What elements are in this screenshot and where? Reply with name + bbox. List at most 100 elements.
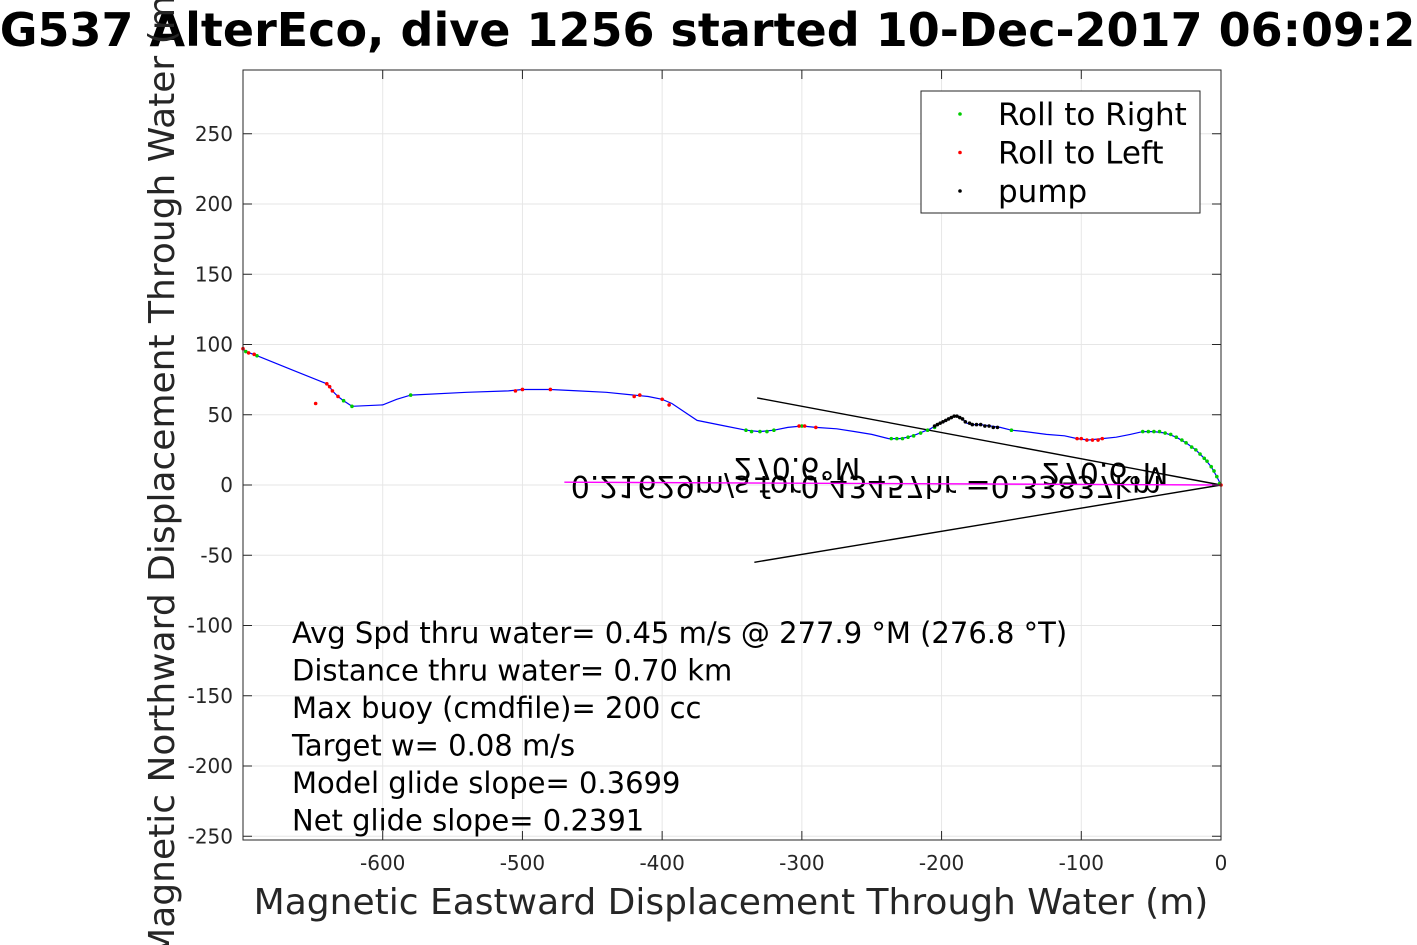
roll-right-point (1168, 432, 1173, 437)
roll-left-point (797, 424, 801, 428)
roll-left-point (1090, 438, 1095, 442)
legend-label: Roll to Right (998, 97, 1187, 133)
annotation-line: Max buoy (cmdfile)= 200 cc (292, 691, 701, 725)
y-tick-label: 250 (195, 122, 233, 146)
pump-point (960, 417, 965, 421)
heading-lines (564, 397, 1222, 563)
grid-lines (243, 70, 1222, 840)
heading-line (564, 481, 1222, 486)
legend-marker (958, 112, 962, 116)
roll-left-points (241, 346, 1223, 487)
roll-left-point (1079, 436, 1084, 441)
heading-line (757, 397, 1222, 486)
roll-right-point (341, 398, 346, 403)
roll-left-point (637, 393, 642, 397)
annotation-line: Net glide slope= 0.2391 (292, 804, 644, 838)
legend-label: Roll to Left (998, 136, 1164, 172)
roll-left-point (802, 424, 807, 428)
roll-right-point (889, 436, 894, 441)
roll-right-point (925, 428, 930, 433)
roll-right-point (1202, 456, 1207, 461)
y-tick-label: -150 (188, 684, 233, 708)
pump-point (946, 417, 951, 421)
annotation-line: Avg Spd thru water= 0.45 m/s @ 277.9 °M … (292, 616, 1067, 650)
roll-left-point (520, 387, 525, 392)
roll-right-point (1205, 459, 1209, 463)
pump-point (978, 422, 983, 427)
y-tick-label: -50 (200, 543, 233, 567)
roll-right-point (1174, 435, 1179, 440)
roll-right-point (906, 435, 910, 440)
roll-left-point (1075, 436, 1079, 441)
roll-right-point (900, 436, 905, 441)
pump-point (995, 425, 1000, 430)
dive-track (242, 348, 1222, 486)
annotation-line: Distance thru water= 0.70 km (292, 654, 732, 688)
roll-right-point (749, 429, 754, 434)
roll-left-point (336, 394, 340, 399)
stats-annotations: Avg Spd thru water= 0.45 m/s @ 277.9 °M … (291, 616, 1067, 838)
heading-line (754, 484, 1222, 563)
roll-right-point (1212, 469, 1216, 473)
legend-marker (958, 189, 962, 193)
roll-right-point (1140, 429, 1145, 434)
roll-left-point (246, 351, 251, 355)
roll-right-points (243, 349, 1222, 486)
roll-right-point (350, 404, 354, 409)
roll-right-point (1215, 474, 1219, 479)
pump-point (967, 421, 972, 425)
roll-left-point (513, 389, 518, 393)
chart-title: SG537 AlterEco, dive 1256 started 10-Dec… (0, 3, 1417, 57)
roll-right-point (1157, 429, 1162, 434)
pump-point (943, 418, 948, 423)
pump-point (983, 424, 987, 428)
x-tick-label: -400 (639, 851, 684, 875)
roll-left-point (1085, 438, 1089, 442)
roll-right-point (1009, 428, 1014, 433)
roll-left-point (814, 425, 818, 430)
pump-point (957, 415, 962, 420)
pump-point (970, 422, 975, 427)
roll-left-point (548, 387, 553, 392)
roll-right-point (895, 436, 899, 441)
pump-point (935, 422, 940, 427)
roll-right-point (1146, 429, 1151, 434)
pump-point (991, 425, 996, 430)
roll-left-point (327, 384, 332, 389)
pump-point (941, 419, 945, 424)
roll-right-point (918, 431, 923, 435)
roll-left-point (252, 352, 256, 357)
roll-left-point (325, 382, 329, 386)
x-tick-label: -200 (919, 851, 964, 875)
legend-marker (958, 150, 962, 155)
roll-right-point (255, 353, 259, 358)
legend-label: pump (998, 174, 1087, 210)
y-tick-label: -250 (188, 824, 233, 848)
roll-left-point (660, 397, 664, 402)
pump-point (963, 419, 968, 424)
pump-point (949, 415, 954, 420)
x-tick-label: -100 (1059, 851, 1104, 875)
roll-left-point (313, 401, 318, 406)
roll-right-point (1198, 452, 1202, 456)
roll-right-point (744, 428, 748, 433)
roll-right-point (1163, 431, 1167, 435)
mirrored-label: 0.21629m/s for0.43457hr =0.33837km (571, 468, 1162, 503)
pump-point (938, 421, 942, 425)
x-tick-label: -600 (360, 851, 405, 875)
roll-right-point (1180, 438, 1184, 442)
roll-right-point (1152, 429, 1156, 434)
x-axis-label: Magnetic Eastward Displacement Through W… (254, 882, 1209, 923)
legend-box (920, 90, 1201, 214)
y-tick-label: 0 (220, 473, 233, 497)
y-tick-label: 50 (208, 403, 233, 427)
x-tick-label: 0 (1215, 851, 1228, 875)
track-line (242, 348, 1222, 486)
y-tick-label: -100 (188, 614, 233, 638)
x-tick-label: -300 (779, 851, 824, 875)
pump-points (932, 414, 1000, 430)
mirrored-label: 270.6°M (734, 450, 861, 485)
annotation-line: Model glide slope= 0.3699 (292, 766, 680, 800)
y-axis-label: Magnetic Northward Displacement Through … (142, 0, 183, 945)
x-tick-label: -500 (500, 851, 545, 875)
